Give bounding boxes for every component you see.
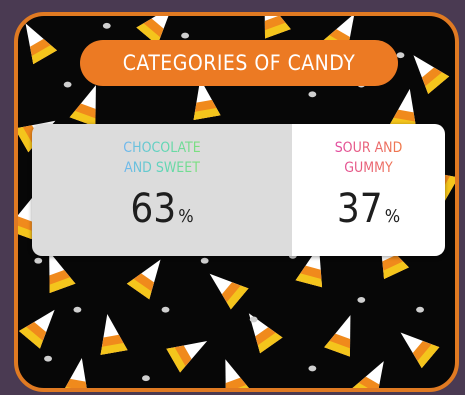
poll-option-chocolate[interactable]: CHOCOLATE AND SWEET 63% bbox=[32, 124, 292, 256]
poll-title: CATEGORIES OF CANDY bbox=[80, 40, 398, 86]
option-percent-gummy: 37% bbox=[337, 186, 400, 240]
percent-sign: % bbox=[384, 206, 401, 227]
percent-value: 37 bbox=[336, 186, 383, 232]
percent-value: 63 bbox=[130, 186, 177, 232]
percent-sign: % bbox=[178, 206, 194, 227]
option-percent-chocolate: 63% bbox=[130, 186, 193, 240]
poll-card: CHOCOLATE AND SWEET 63% SOUR AND GUMMY 3… bbox=[32, 124, 445, 256]
option-label-gummy: SOUR AND GUMMY bbox=[334, 140, 403, 176]
option-label-chocolate: CHOCOLATE AND SWEET bbox=[123, 140, 201, 176]
story-frame: CATEGORIES OF CANDY CHOCOLATE AND SWEET … bbox=[14, 12, 459, 392]
poll-option-gummy[interactable]: SOUR AND GUMMY 37% bbox=[292, 124, 445, 256]
candy-corn-pattern bbox=[18, 16, 455, 388]
